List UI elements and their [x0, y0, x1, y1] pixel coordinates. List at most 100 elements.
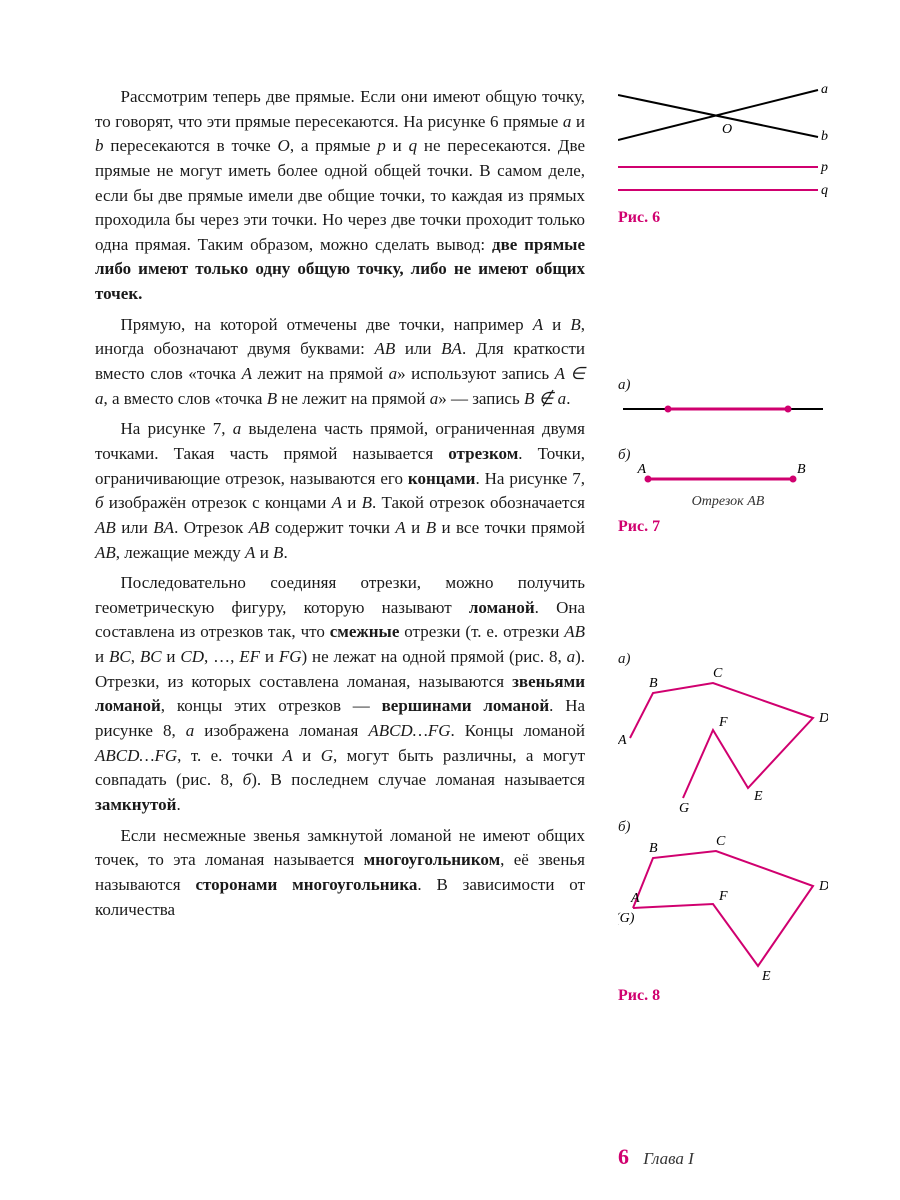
t: лежит на прямой — [252, 364, 389, 383]
t: ). В последнем случае ломаная называется — [251, 770, 585, 789]
para-2: Прямую, на которой отмечены две точки, н… — [95, 313, 585, 412]
t: , лежащие между — [116, 543, 245, 562]
fig7-caption: Рис. 7 — [618, 518, 838, 536]
t: и — [255, 543, 273, 562]
t: » используют запись — [397, 364, 555, 383]
fig8b-diagram: ABCDEF(G) — [618, 836, 828, 981]
t: » — запись — [438, 389, 524, 408]
t: и — [342, 493, 362, 512]
svg-text:F: F — [718, 889, 728, 904]
t: и все точки прямой — [436, 518, 585, 537]
sym-CD: CD — [180, 647, 204, 666]
page-number: 6 — [618, 1144, 629, 1169]
sym-A: A — [332, 493, 342, 512]
sym-A: A — [245, 543, 255, 562]
t: . — [283, 543, 287, 562]
t: . Отрезок — [174, 518, 249, 537]
sym-ABCDFG: ABCD…FG — [95, 746, 177, 765]
sym-AB: AB — [249, 518, 270, 537]
fig8-caption: Рис. 8 — [618, 987, 838, 1005]
svg-text:p: p — [820, 160, 828, 175]
sym-B: B — [426, 518, 436, 537]
svg-text:a: a — [821, 85, 828, 97]
sub-a: а — [567, 647, 576, 666]
svg-text:G: G — [679, 801, 689, 813]
sym-AB: AB — [95, 518, 116, 537]
svg-text:b: b — [821, 129, 828, 144]
t: и — [162, 647, 181, 666]
t: Прямую, на которой отмечены две точки, н… — [121, 315, 533, 334]
svg-text:C: C — [713, 668, 723, 681]
sym-a: a — [430, 389, 439, 408]
sub-a: а — [233, 419, 242, 438]
para-1: Рассмотрим теперь две прямые. Если они и… — [95, 85, 585, 307]
t: пересекаются в точке — [104, 136, 278, 155]
svg-text:C: C — [716, 836, 726, 849]
fig7a-diagram — [618, 394, 828, 424]
sym-B: B — [362, 493, 372, 512]
sub-a: а — [186, 721, 195, 740]
fig7b-diagram: AB — [618, 464, 828, 494]
sub-b: б — [95, 493, 104, 512]
svg-text:E: E — [761, 969, 771, 981]
term-ends: концами — [408, 469, 476, 488]
t: , т. е. точки — [177, 746, 282, 765]
sym-EF: EF — [239, 647, 260, 666]
figure-6: abOpq Рис. 6 — [618, 85, 838, 227]
t: и — [571, 112, 585, 131]
svg-text:q: q — [821, 183, 828, 198]
t: и — [406, 518, 426, 537]
sym-B: B — [570, 315, 580, 334]
chapter-label: Глава I — [643, 1149, 694, 1168]
svg-text:O: O — [722, 122, 732, 137]
para-5: Если несмежные звенья замкнутой ломаной … — [95, 824, 585, 923]
fig6-diagram: a b Opq — [618, 85, 828, 205]
t: , концы этих отрезков — — [161, 696, 382, 715]
t: и — [543, 315, 570, 334]
t: изображена ломаная — [194, 721, 368, 740]
body-text: Рассмотрим теперь две прямые. Если они и… — [95, 85, 585, 928]
para-3: На рисунке 7, а выделена часть прямой, о… — [95, 417, 585, 565]
sym-AB: AB — [374, 339, 395, 358]
figure-8: а) ABCDEFG б) ABCDEF(G) Рис. 8 — [618, 651, 838, 1005]
term-adjacent: смежные — [330, 622, 400, 641]
figure-7: а) б) AB Отрезок AB Рис. 7 — [618, 377, 838, 536]
t: На рисунке 7, — [121, 419, 233, 438]
fig8b-label: б) — [618, 819, 838, 836]
sub-b: б — [243, 770, 252, 789]
term-closed: замкнутой — [95, 795, 176, 814]
svg-text:A: A — [636, 464, 646, 477]
fig8a-label: а) — [618, 651, 838, 668]
sym-BC: BC — [109, 647, 131, 666]
t: , а вместо слов «точка — [104, 389, 267, 408]
sym-G: G — [321, 746, 333, 765]
t: отрезки (т. е. отрезки — [399, 622, 564, 641]
sym-A: A — [395, 518, 405, 537]
t: . Такой отрезок обозначается — [372, 493, 585, 512]
sym-b: b — [95, 136, 104, 155]
figure-column: abOpq Рис. 6 а) б) AB Отрезок AB Рис. 7 … — [618, 85, 838, 1005]
term-sides: сторонами многоугольника — [195, 875, 417, 894]
term-segment: отрезком — [448, 444, 518, 463]
term-polyline: ломаной — [469, 598, 535, 617]
sym-ABCDFG: ABCD…FG — [368, 721, 450, 740]
fig7-segment-label: Отрезок AB — [618, 494, 838, 510]
svg-text:D: D — [818, 879, 828, 894]
t: или — [395, 339, 441, 358]
fig7b-label: б) — [618, 447, 631, 463]
t: . На рисунке 7, — [475, 469, 585, 488]
term-vertices: вершинами ломаной — [382, 696, 550, 715]
sym-AB: AB — [564, 622, 585, 641]
svg-text:A: A — [618, 733, 627, 748]
svg-text:B: B — [797, 464, 806, 477]
t: и — [293, 746, 321, 765]
t: не лежит на прямой — [277, 389, 430, 408]
sym-BA: BA — [153, 518, 174, 537]
svg-text:B: B — [649, 841, 658, 856]
svg-text:(G): (G) — [618, 911, 635, 926]
t: . Концы ломаной — [451, 721, 586, 740]
sym-O: O — [278, 136, 290, 155]
sym-q: q — [409, 136, 418, 155]
page-footer: 6 Глава I — [618, 1144, 694, 1170]
t: и — [260, 647, 279, 666]
